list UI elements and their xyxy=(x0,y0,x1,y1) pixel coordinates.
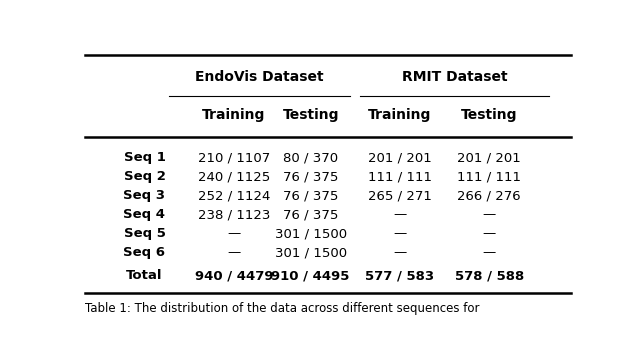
Text: —: — xyxy=(227,246,241,259)
Text: EndoVis Dataset: EndoVis Dataset xyxy=(195,69,324,84)
Text: —: — xyxy=(394,208,406,221)
Text: Seq 4: Seq 4 xyxy=(124,208,166,221)
Text: —: — xyxy=(227,227,241,240)
Text: 266 / 276: 266 / 276 xyxy=(458,189,521,202)
Text: RMIT Dataset: RMIT Dataset xyxy=(402,69,508,84)
Text: —: — xyxy=(483,208,496,221)
Text: Total: Total xyxy=(126,269,163,282)
Text: Seq 1: Seq 1 xyxy=(124,151,165,164)
Text: —: — xyxy=(483,246,496,259)
Text: 940 / 4479: 940 / 4479 xyxy=(195,269,273,282)
Text: 238 / 1123: 238 / 1123 xyxy=(198,208,270,221)
Text: 910 / 4495: 910 / 4495 xyxy=(271,269,350,282)
Text: 111 / 111: 111 / 111 xyxy=(457,170,521,183)
Text: Seq 2: Seq 2 xyxy=(124,170,165,183)
Text: 265 / 271: 265 / 271 xyxy=(368,189,432,202)
Text: 301 / 1500: 301 / 1500 xyxy=(275,246,347,259)
Text: 80 / 370: 80 / 370 xyxy=(283,151,338,164)
Text: Seq 6: Seq 6 xyxy=(124,246,166,259)
Text: Seq 3: Seq 3 xyxy=(124,189,166,202)
Text: 252 / 1124: 252 / 1124 xyxy=(198,189,270,202)
Text: Table 1: The distribution of the data across different sequences for: Table 1: The distribution of the data ac… xyxy=(85,302,479,315)
Text: Testing: Testing xyxy=(461,108,518,122)
Text: 210 / 1107: 210 / 1107 xyxy=(198,151,270,164)
Text: —: — xyxy=(394,246,406,259)
Text: 301 / 1500: 301 / 1500 xyxy=(275,227,347,240)
Text: 76 / 375: 76 / 375 xyxy=(283,170,339,183)
Text: 240 / 1125: 240 / 1125 xyxy=(198,170,270,183)
Text: 578 / 588: 578 / 588 xyxy=(454,269,524,282)
Text: —: — xyxy=(394,227,406,240)
Text: 111 / 111: 111 / 111 xyxy=(368,170,432,183)
Text: 76 / 375: 76 / 375 xyxy=(283,208,339,221)
Text: Training: Training xyxy=(202,108,266,122)
Text: Seq 5: Seq 5 xyxy=(124,227,165,240)
Text: 76 / 375: 76 / 375 xyxy=(283,189,339,202)
Text: 577 / 583: 577 / 583 xyxy=(365,269,435,282)
Text: 201 / 201: 201 / 201 xyxy=(368,151,432,164)
Text: 201 / 201: 201 / 201 xyxy=(458,151,521,164)
Text: —: — xyxy=(483,227,496,240)
Text: Testing: Testing xyxy=(282,108,339,122)
Text: Training: Training xyxy=(368,108,431,122)
